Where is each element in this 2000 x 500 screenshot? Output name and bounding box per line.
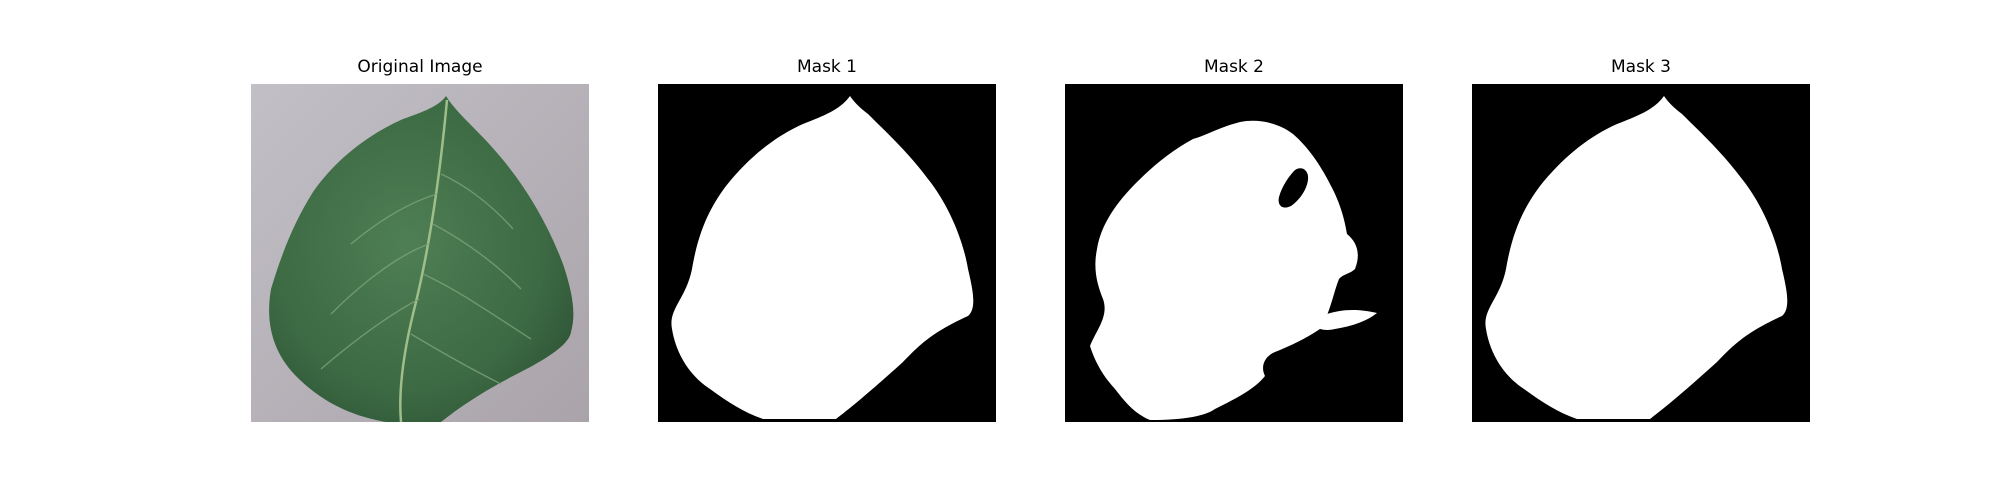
mask-foreground <box>671 96 974 419</box>
panel-mask-2: Mask 2 <box>1065 0 1403 500</box>
panel-original-image: Original Image <box>251 0 589 500</box>
mask-fragment <box>1315 310 1377 330</box>
mask-2-image <box>1065 84 1403 422</box>
panel-mask-3: Mask 3 <box>1472 0 1810 500</box>
mask-foreground <box>1485 96 1788 419</box>
panel-title: Mask 1 <box>796 57 857 77</box>
panel-title: Original Image <box>357 57 483 77</box>
leaf-photo <box>251 84 589 422</box>
panel-title: Mask 2 <box>1203 57 1264 77</box>
panel-mask-1: Mask 1 <box>658 0 996 500</box>
leaf-shape <box>269 96 574 422</box>
mask-1-image <box>658 84 996 422</box>
mask-hole <box>1278 168 1309 208</box>
leaf-side-veins <box>320 173 532 385</box>
mask-3-image <box>1472 84 1810 422</box>
panel-title: Mask 3 <box>1610 57 1671 77</box>
